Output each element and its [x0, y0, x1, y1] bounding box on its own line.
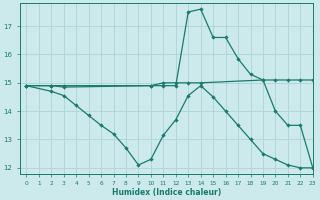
X-axis label: Humidex (Indice chaleur): Humidex (Indice chaleur) [112, 188, 221, 197]
